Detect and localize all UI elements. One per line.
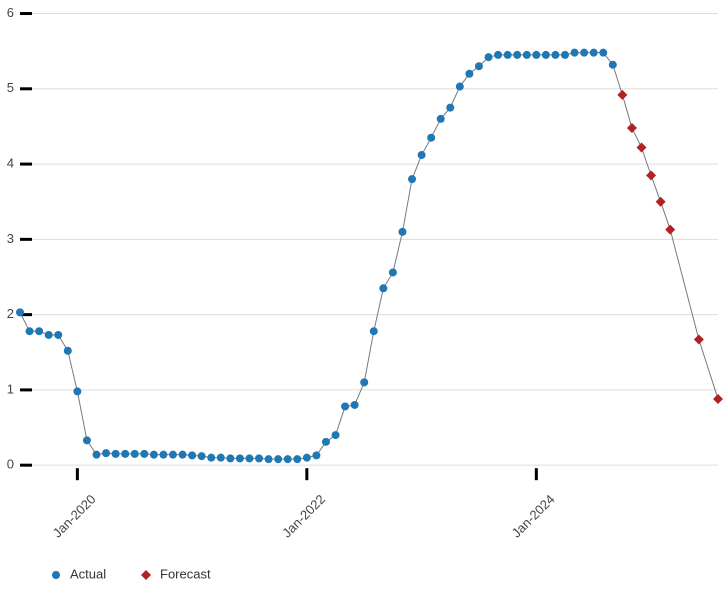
legend-marker-forecast bbox=[141, 570, 151, 580]
actual-point bbox=[293, 455, 301, 463]
actual-point bbox=[332, 431, 340, 439]
y-tick-label: 2 bbox=[7, 306, 14, 321]
actual-point bbox=[303, 454, 311, 462]
actual-point bbox=[188, 451, 196, 459]
actual-point bbox=[370, 327, 378, 335]
actual-point bbox=[408, 175, 416, 183]
actual-point bbox=[169, 451, 177, 459]
actual-point bbox=[389, 268, 397, 276]
forecast-point bbox=[637, 143, 647, 153]
x-tick-label: Jan-2024 bbox=[509, 492, 558, 541]
actual-point bbox=[83, 436, 91, 444]
actual-point bbox=[504, 51, 512, 59]
legend-marker-actual bbox=[52, 571, 60, 579]
actual-point bbox=[35, 327, 43, 335]
actual-point bbox=[456, 83, 464, 91]
actual-point bbox=[150, 451, 158, 459]
actual-point bbox=[236, 454, 244, 462]
actual-point bbox=[64, 347, 72, 355]
time-series-chart: 0 1 2 3 4 5 6 Jan-2020 Jan-2022 Jan-2024 Actual For… bbox=[0, 0, 728, 600]
actual-point bbox=[112, 450, 120, 458]
actual-point bbox=[73, 387, 81, 395]
actual-point bbox=[427, 134, 435, 142]
forecast-point bbox=[646, 170, 656, 180]
actual-point bbox=[437, 115, 445, 123]
actual-point bbox=[590, 49, 598, 57]
forecast-point bbox=[617, 90, 627, 100]
actual-point bbox=[341, 402, 349, 410]
y-tick-label: 0 bbox=[7, 457, 14, 472]
actual-point bbox=[274, 455, 282, 463]
actual-point bbox=[159, 451, 167, 459]
actual-point bbox=[599, 49, 607, 57]
actual-point bbox=[140, 450, 148, 458]
actual-point bbox=[446, 104, 454, 112]
actual-point bbox=[418, 151, 426, 159]
actual-point bbox=[551, 51, 559, 59]
forecast-point bbox=[627, 123, 637, 133]
actual-point bbox=[92, 451, 100, 459]
y-tick-label: 4 bbox=[7, 156, 14, 171]
actual-point bbox=[475, 62, 483, 70]
actual-point bbox=[245, 454, 253, 462]
actual-point bbox=[312, 451, 320, 459]
forecast-point bbox=[656, 197, 666, 207]
actual-point bbox=[609, 61, 617, 69]
actual-point bbox=[513, 51, 521, 59]
actual-point bbox=[561, 51, 569, 59]
legend-label: Actual bbox=[70, 566, 106, 581]
actual-point bbox=[465, 70, 473, 78]
actual-point bbox=[532, 51, 540, 59]
y-tick-label: 3 bbox=[7, 231, 14, 246]
actual-point bbox=[485, 53, 493, 61]
forecast-point bbox=[694, 334, 704, 344]
y-tick-label: 5 bbox=[7, 80, 14, 95]
actual-point bbox=[351, 401, 359, 409]
actual-point bbox=[16, 308, 24, 316]
actual-point bbox=[45, 331, 53, 339]
actual-point bbox=[398, 228, 406, 236]
legend-label: Forecast bbox=[160, 566, 211, 581]
x-tick-label: Jan-2020 bbox=[50, 492, 99, 541]
forecast-point bbox=[713, 394, 723, 404]
actual-point bbox=[580, 49, 588, 57]
actual-point bbox=[226, 454, 234, 462]
actual-point bbox=[255, 454, 263, 462]
actual-point bbox=[571, 49, 579, 57]
actual-point bbox=[217, 454, 225, 462]
actual-point bbox=[121, 450, 129, 458]
actual-point bbox=[198, 452, 206, 460]
actual-point bbox=[131, 450, 139, 458]
y-tick-label: 1 bbox=[7, 381, 14, 396]
actual-point bbox=[179, 451, 187, 459]
forecast-point bbox=[665, 225, 675, 235]
actual-point bbox=[102, 449, 110, 457]
actual-point bbox=[26, 327, 34, 335]
actual-point bbox=[360, 378, 368, 386]
actual-point bbox=[54, 331, 62, 339]
actual-point bbox=[494, 51, 502, 59]
series-line bbox=[20, 53, 718, 459]
actual-point bbox=[379, 284, 387, 292]
actual-point bbox=[207, 454, 215, 462]
actual-point bbox=[265, 455, 273, 463]
y-tick-label: 6 bbox=[7, 5, 14, 20]
x-tick-label: Jan-2022 bbox=[279, 492, 328, 541]
actual-point bbox=[322, 438, 330, 446]
chart-svg: 0 1 2 3 4 5 6 Jan-2020 Jan-2022 Jan-2024 Actual For… bbox=[0, 0, 728, 600]
actual-point bbox=[284, 455, 292, 463]
actual-point bbox=[523, 51, 531, 59]
actual-point bbox=[542, 51, 550, 59]
